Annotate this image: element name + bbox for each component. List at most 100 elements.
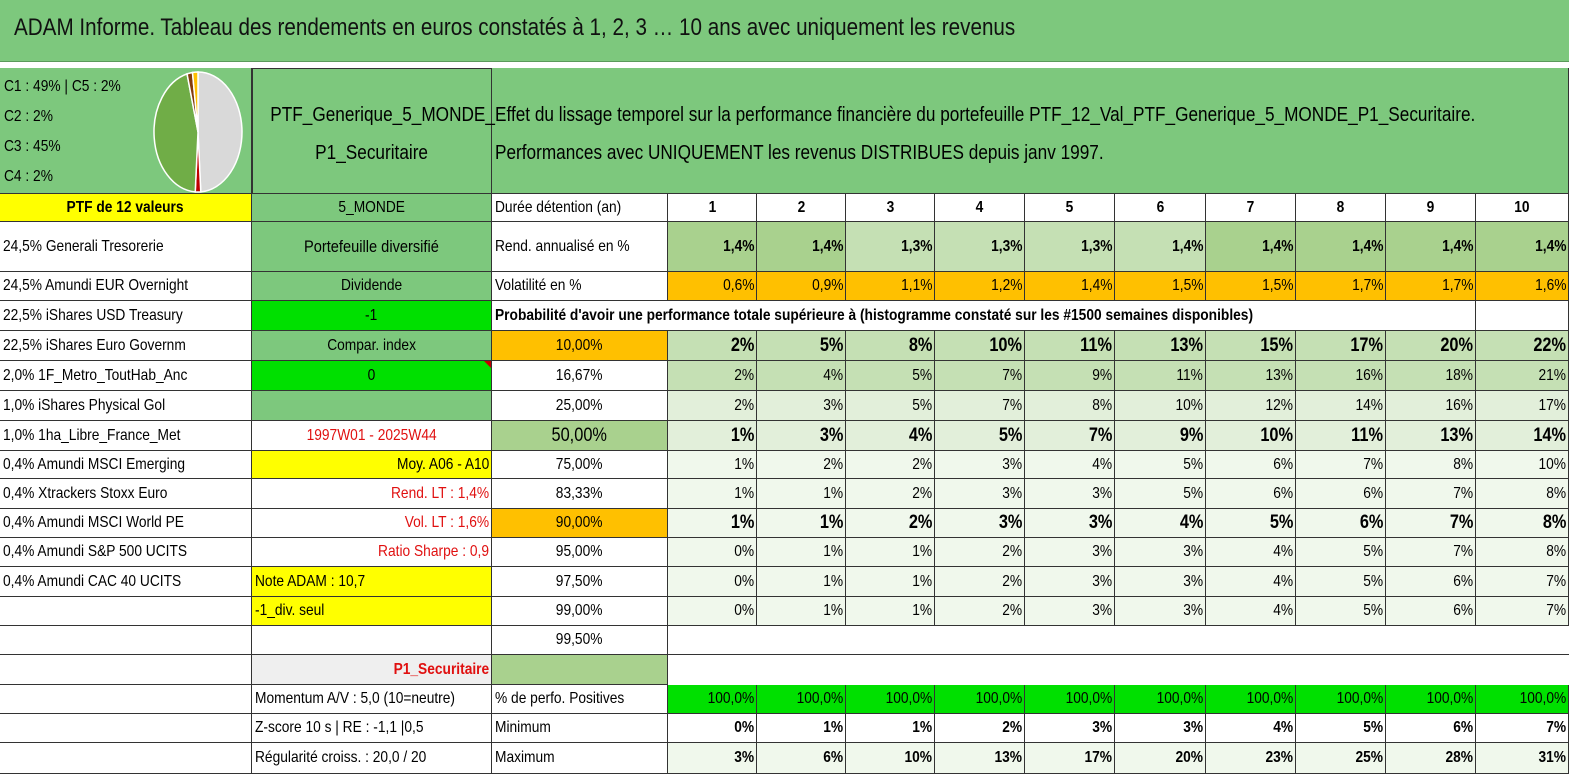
proba-value: 2% — [668, 391, 757, 421]
effect-description: Effet du lissage temporel sur la perform… — [495, 104, 1476, 164]
proba-value: 21% — [1476, 361, 1569, 391]
rend-value: 1,3% — [846, 222, 935, 272]
proba-value: 4% — [1206, 538, 1296, 567]
proba-value: 22% — [1476, 331, 1569, 361]
vol-value: 0,9% — [757, 272, 846, 301]
proba-value: 2% — [668, 361, 757, 391]
minimum-label: Minimum — [492, 714, 668, 743]
portfolio-type: Portefeuille diversifié — [252, 222, 492, 272]
year-header: 5 — [1025, 194, 1115, 222]
empty-cell — [492, 655, 668, 685]
legend-item: C1 : 49% | C5 : 2% — [4, 78, 121, 95]
proba-value: 13% — [1206, 361, 1296, 391]
proba-value: 9% — [1025, 361, 1115, 391]
proba-value: 6% — [1296, 479, 1386, 509]
vol-value: 1,4% — [1025, 272, 1115, 301]
holding-item: 24,5% Generali Tresorerie — [0, 222, 252, 272]
rend-value: 1,4% — [1296, 222, 1386, 272]
rend-value: 1,3% — [1025, 222, 1115, 272]
proba-value: 11% — [1296, 421, 1386, 451]
maximum-label: Maximum — [492, 743, 668, 774]
year-header: 6 — [1115, 194, 1206, 222]
positives-value: 100,0% — [1296, 685, 1386, 714]
proba-value: 1% — [846, 597, 935, 626]
maximum-value: 6% — [757, 743, 846, 774]
minimum-value: 0% — [668, 714, 757, 743]
proba-value: 9% — [1115, 421, 1206, 451]
vol-value: 1,5% — [1115, 272, 1206, 301]
empty-cell — [1476, 301, 1569, 331]
proba-value: 7% — [1386, 479, 1476, 509]
year-header: 3 — [846, 194, 935, 222]
year-header: 10 — [1476, 194, 1569, 222]
proba-value: 1% — [757, 597, 846, 626]
proba-value: 17% — [1296, 331, 1386, 361]
profile-label: P1_Securitaire — [252, 655, 492, 685]
proba-value: 1% — [668, 421, 757, 451]
proba-value: 3% — [935, 509, 1025, 538]
proba-value: 4% — [1206, 567, 1296, 597]
proba-value: 8% — [1476, 538, 1569, 567]
vol-value: 1,7% — [1296, 272, 1386, 301]
holding-item: 0,4% Amundi MSCI World PE — [0, 509, 252, 538]
rend-value: 1,4% — [668, 222, 757, 272]
positives-value: 100,0% — [1476, 685, 1569, 714]
vol-value: 1,5% — [1206, 272, 1296, 301]
proba-value: 17% — [1476, 391, 1569, 421]
proba-value: 7% — [1476, 567, 1569, 597]
proba-value: 11% — [1025, 331, 1115, 361]
vol-value: 1,6% — [1476, 272, 1569, 301]
threshold-value: 75,00% — [492, 451, 668, 479]
proba-value: 2% — [846, 509, 935, 538]
positives-value: 100,0% — [935, 685, 1025, 714]
proba-value: 8% — [1476, 509, 1569, 538]
proba-value: 7% — [1386, 509, 1476, 538]
pie-slice-c5 — [191, 71, 199, 133]
proba-header: Probabilité d'avoir une performance tota… — [492, 301, 1476, 331]
vol-value: 0,6% — [668, 272, 757, 301]
minimum-value: 1% — [846, 714, 935, 743]
holding-item: 0,4% Amundi CAC 40 UCITS — [0, 567, 252, 597]
threshold-value: 95,00% — [492, 538, 668, 567]
proba-value: 7% — [1296, 451, 1386, 479]
minimum-value: 5% — [1296, 714, 1386, 743]
proba-value: 16% — [1296, 361, 1386, 391]
proba-value: 0% — [668, 567, 757, 597]
proba-value: 20% — [1386, 331, 1476, 361]
proba-value: 7% — [1476, 597, 1569, 626]
proba-value: 2% — [935, 538, 1025, 567]
dividende-label: Dividende — [252, 272, 492, 301]
empty-cell — [0, 655, 252, 685]
rend-value: 1,4% — [1206, 222, 1296, 272]
empty-cell — [0, 714, 252, 743]
regularite: Régularité croiss. : 20,0 / 20 — [252, 743, 492, 774]
positives-value: 100,0% — [668, 685, 757, 714]
threshold-value: 16,67% — [492, 361, 668, 391]
legend-item: C2 : 2% — [4, 108, 53, 125]
proba-value: 1% — [846, 538, 935, 567]
proba-value: 5% — [1296, 567, 1386, 597]
empty-cell — [252, 391, 492, 421]
rend-value: 1,4% — [1115, 222, 1206, 272]
proba-value: 8% — [1386, 451, 1476, 479]
proba-value: 3% — [757, 421, 846, 451]
legend-item: C4 : 2% — [4, 168, 53, 185]
proba-value: 2% — [757, 451, 846, 479]
proba-value: 5% — [846, 391, 935, 421]
threshold-value: 10,00% — [492, 331, 668, 361]
rend-value: 1,4% — [1386, 222, 1476, 272]
duree-label: Durée détention (an) — [492, 194, 668, 222]
momentum: Momentum A/V : 5,0 (10=neutre) — [252, 685, 492, 714]
proba-value: 1% — [757, 567, 846, 597]
vol-value: 1,1% — [846, 272, 935, 301]
minimum-value: 7% — [1476, 714, 1569, 743]
proba-value: 6% — [1206, 451, 1296, 479]
compar-index-value: 0 — [252, 361, 492, 391]
year-header: 7 — [1206, 194, 1296, 222]
maximum-value: 13% — [935, 743, 1025, 774]
holding-item: 1,0% 1ha_Libre_France_Met — [0, 421, 252, 451]
proba-value: 0% — [668, 597, 757, 626]
maximum-value: 28% — [1386, 743, 1476, 774]
proba-value: 14% — [1476, 421, 1569, 451]
threshold-value: 83,33% — [492, 479, 668, 509]
